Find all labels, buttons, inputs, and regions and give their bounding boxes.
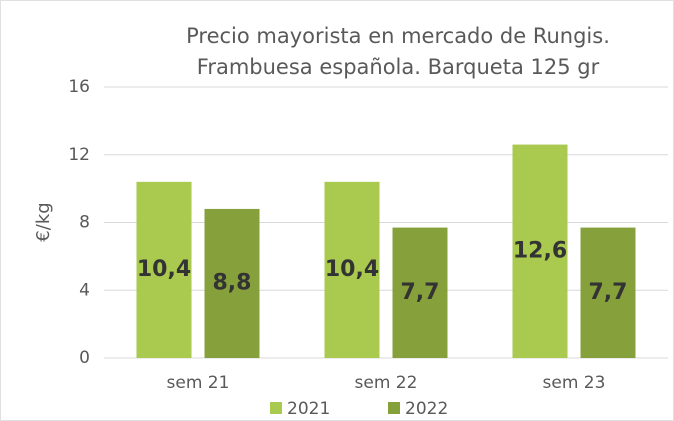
x-tick-label: sem 23 [543, 373, 606, 393]
y-tick-label: 16 [68, 77, 90, 97]
y-tick-label: 8 [79, 213, 90, 233]
legend-swatch [270, 402, 282, 414]
y-tick-label: 4 [79, 280, 90, 300]
data-label: 10,4 [137, 257, 191, 282]
y-tick-label: 12 [68, 145, 90, 165]
x-tick-label: sem 22 [355, 373, 418, 393]
y-axis-label: €/kg [33, 202, 54, 241]
chart-title: Precio mayorista en mercado de Rungis. [186, 24, 610, 48]
data-label: 10,4 [325, 257, 379, 282]
data-label: 7,7 [401, 280, 440, 305]
bar [204, 208, 260, 358]
bar [512, 144, 568, 358]
legend-label: 2021 [287, 399, 330, 419]
bar [580, 227, 636, 358]
data-label: 12,6 [513, 238, 567, 263]
chart-title: Frambuesa española. Barqueta 125 gr [197, 55, 600, 79]
y-tick-label: 0 [79, 348, 90, 368]
bar [324, 181, 380, 358]
x-tick-label: sem 21 [167, 373, 230, 393]
legend-label: 2022 [405, 399, 448, 419]
data-label: 8,8 [213, 270, 252, 295]
bar [136, 181, 192, 358]
bar [392, 227, 448, 358]
data-label: 7,7 [589, 280, 628, 305]
legend-swatch [388, 402, 400, 414]
